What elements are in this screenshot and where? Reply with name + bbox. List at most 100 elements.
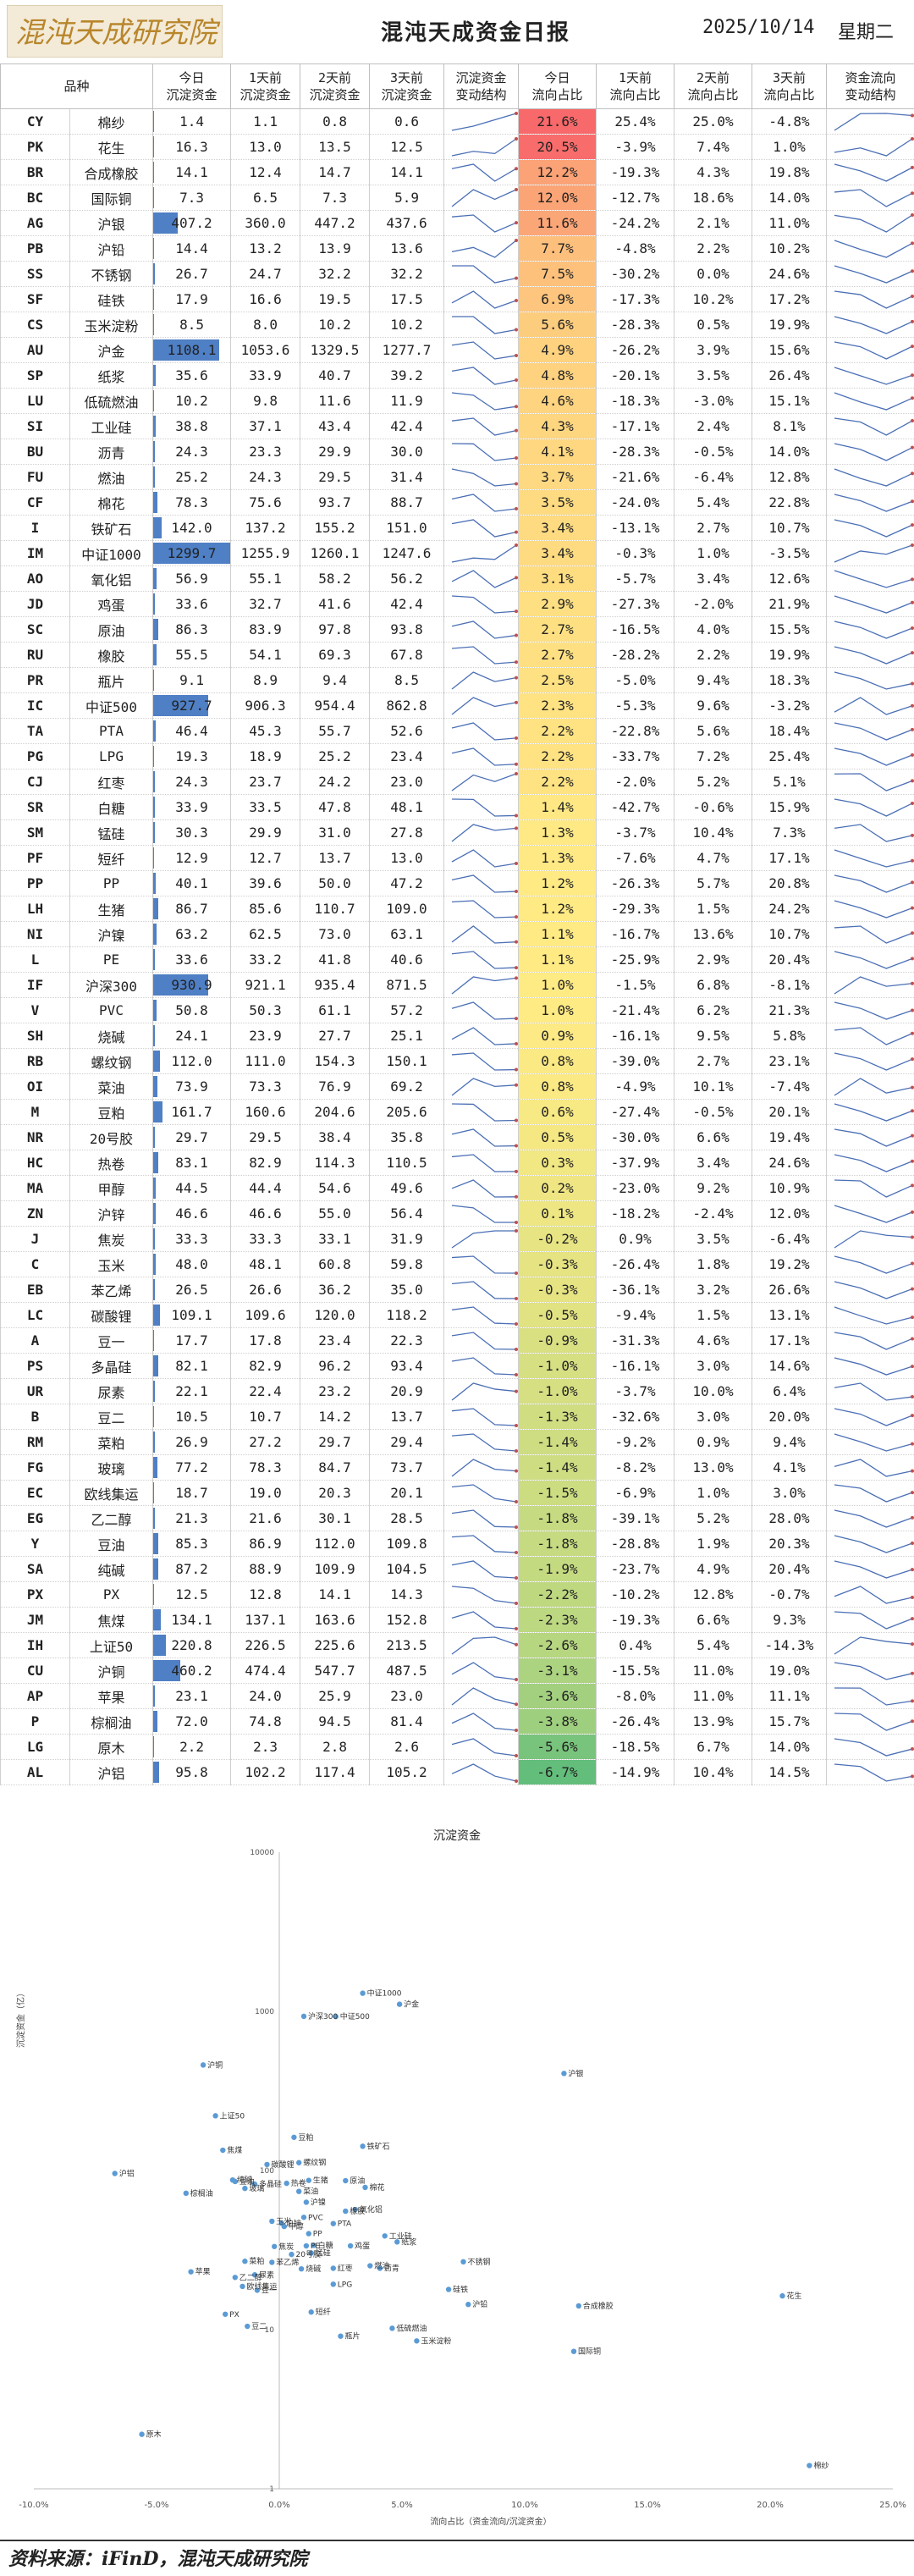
- table-row: PG LPG 19.3 18.9 25.2 23.4 2.2% -33.7% 7.2% 25.4%: [0, 743, 914, 769]
- variety-code: PF: [0, 845, 70, 871]
- spark-line: [451, 1610, 517, 1630]
- spark-line: [451, 975, 517, 995]
- share-spark-cell: [826, 1353, 914, 1379]
- today-share-cell: 2.9%: [518, 591, 597, 617]
- spark-line: [834, 924, 913, 944]
- share-1d-cell: -3.7%: [596, 1378, 675, 1404]
- scatter-point-label: 沥青: [384, 2264, 399, 2274]
- table-header-row: 品种 今日 沉淀资金 1天前 沉淀资金 2天前 沉淀资金 3天前 沉淀资金 沉淀…: [0, 63, 914, 109]
- fund-1d-cell: 44.4: [230, 1175, 301, 1201]
- share-sparkline: [834, 747, 914, 766]
- fund-2d-cell: 47.8: [300, 794, 371, 820]
- fund-spark-cell: [443, 261, 520, 287]
- share-2d-cell: 11.0%: [674, 1658, 753, 1684]
- fund-bar: [153, 1355, 158, 1376]
- today-fund-cell: 33.6: [152, 591, 232, 617]
- scatter-point-label: 菜粕: [249, 2256, 264, 2266]
- spark-end-dot: [911, 650, 914, 654]
- share-2d-cell: 5.4%: [674, 1632, 753, 1658]
- variety-name: 中证500: [69, 692, 154, 719]
- fund-sparkline: [451, 1382, 518, 1401]
- scatter-point: [306, 2231, 311, 2237]
- today-fund-cell: 134.1: [152, 1607, 232, 1633]
- share-sparkline: [834, 1356, 914, 1376]
- fund-1d-cell: 23.9: [230, 1023, 301, 1049]
- variety-name: 中证1000: [69, 540, 154, 566]
- today-share-cell: 1.1%: [518, 946, 597, 973]
- today-fund-cell: 78.3: [152, 489, 232, 516]
- share-3d-cell: 20.0%: [752, 1404, 828, 1430]
- spark-line: [834, 1331, 913, 1350]
- today-fund-value: 14.4: [175, 240, 208, 256]
- fund-sparkline: [451, 416, 518, 436]
- today-fund-cell: 77.2: [152, 1454, 232, 1481]
- today-share-cell: 1.4%: [518, 794, 597, 820]
- share-spark-cell: [826, 1378, 914, 1404]
- fund-1d-cell: 18.9: [230, 743, 301, 769]
- spark-end-dot: [515, 298, 518, 302]
- share-spark-cell: [826, 1607, 914, 1633]
- today-fund-cell: 40.1: [152, 870, 232, 896]
- fund-bar: [153, 238, 155, 259]
- share-1d-cell: -29.3%: [596, 896, 675, 922]
- today-fund-cell: 95.8: [152, 1759, 232, 1785]
- spark-line: [834, 620, 913, 639]
- scatter-point-label: 碳酸锂: [272, 2160, 295, 2170]
- today-share-cell: 6.9%: [518, 286, 597, 312]
- spark-end-dot: [515, 1372, 518, 1376]
- fund-3d-cell: 17.5: [369, 286, 445, 312]
- spark-line: [834, 874, 913, 893]
- spark-end-dot: [911, 1031, 914, 1035]
- spark-line: [834, 1762, 913, 1782]
- today-fund-cell: 72.0: [152, 1708, 232, 1735]
- today-fund-cell: 73.9: [152, 1073, 232, 1100]
- fund-bar: [153, 1584, 154, 1605]
- share-3d-cell: 14.6%: [752, 1353, 828, 1379]
- scatter-point: [296, 2188, 302, 2194]
- scatter-point: [269, 2218, 275, 2225]
- scatter-point: [200, 2062, 206, 2068]
- spark-line: [451, 467, 517, 487]
- spark-end-dot: [515, 1194, 518, 1199]
- fund-bar: [153, 162, 154, 183]
- variety-name: 工业硅: [69, 413, 154, 439]
- fund-spark-cell: [443, 134, 520, 160]
- variety-name: 尿素: [69, 1378, 154, 1404]
- fund-sparkline: [451, 1178, 518, 1199]
- share-1d-cell: -28.2%: [596, 642, 675, 668]
- fund-bar: [153, 136, 155, 157]
- variety-name: 20号胶: [69, 1124, 154, 1150]
- variety-name: 沪金: [69, 337, 154, 363]
- fund-3d-cell: 1277.7: [369, 337, 445, 363]
- share-2d-cell: 13.9%: [674, 1708, 753, 1735]
- table-row: A 豆一 17.7 17.8 23.4 22.3 -0.9% -31.3% 4.6% 17.1%: [0, 1327, 914, 1354]
- spark-line: [834, 1407, 913, 1426]
- spark-end-dot: [911, 753, 914, 757]
- today-share-cell: 4.1%: [518, 439, 597, 465]
- fund-2d-cell: 23.2: [300, 1378, 371, 1404]
- spark-line: [834, 772, 913, 792]
- share-sparkline: [834, 136, 914, 157]
- fund-sparkline: [451, 1280, 518, 1300]
- spark-end-dot: [515, 1389, 518, 1393]
- share-2d-cell: 2.9%: [674, 946, 753, 973]
- variety-name: 低硫燃油: [69, 388, 154, 414]
- variety-code: V: [0, 997, 70, 1023]
- share-spark-cell: [826, 1200, 914, 1227]
- spark-line: [834, 1001, 913, 1020]
- today-fund-value: 33.3: [175, 1231, 208, 1247]
- scatter-point-label: 玻璃: [249, 2183, 264, 2193]
- spark-line: [451, 696, 517, 715]
- fund-3d-cell: 28.5: [369, 1505, 445, 1531]
- table-row: C 玉米 48.0 48.1 60.8 59.8 -0.3% -26.4% 1.8% 19.2%: [0, 1251, 914, 1277]
- spark-line: [451, 1001, 517, 1020]
- table-row: V PVC 50.8 50.3 61.1 57.2 1.0% -21.4% 6.2% 21.3%: [0, 997, 914, 1023]
- fund-sparkline: [451, 163, 518, 182]
- table-row: NR 20号胶 29.7 29.5 38.4 35.8 0.5% -30.0% 6.6% 19.4…: [0, 1124, 914, 1150]
- today-share-cell: 1.2%: [518, 870, 597, 896]
- spark-end-dot: [911, 522, 914, 527]
- share-3d-cell: 4.1%: [752, 1454, 828, 1481]
- fund-sparkline: [451, 1407, 518, 1427]
- share-3d-cell: -7.4%: [752, 1073, 828, 1100]
- variety-code: EC: [0, 1480, 70, 1506]
